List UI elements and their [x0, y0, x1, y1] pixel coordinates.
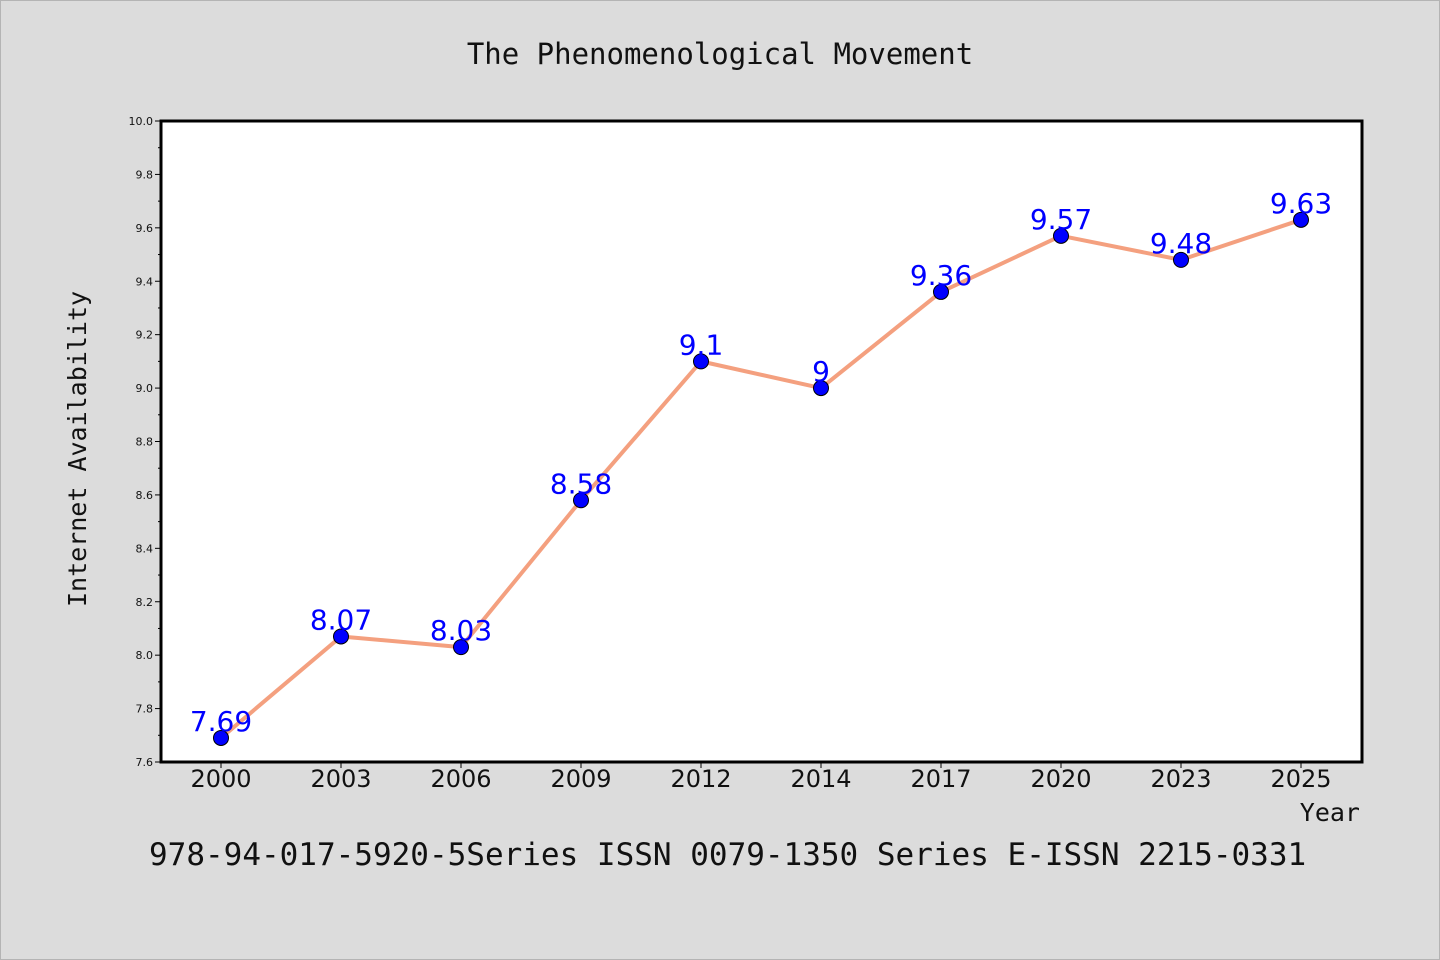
y-tick-label: 8.2	[136, 596, 154, 609]
series-line-group	[219, 217, 1302, 740]
plot-area	[159, 119, 1364, 764]
data-label: 9.1	[679, 328, 724, 361]
y-tick-label: 10.0	[129, 115, 154, 128]
data-point	[813, 380, 829, 397]
y-tick-label: 8.0	[136, 649, 154, 662]
data-point	[933, 283, 949, 300]
x-tick-label: 2000	[190, 765, 251, 793]
data-label: 9	[812, 355, 830, 388]
y-tick-label: 9.6	[136, 222, 154, 235]
data-point	[1293, 211, 1309, 228]
series-line	[219, 217, 1302, 740]
footer-text: 978-94-017-5920-5Series ISSN 0079-1350 S…	[149, 837, 1306, 873]
data-point	[1053, 227, 1069, 244]
y-tick-label: 9.8	[136, 168, 154, 181]
x-tick-label: 2006	[430, 765, 491, 793]
y-axis-label: Internet Availability	[63, 291, 92, 607]
series-points-group	[213, 211, 1309, 746]
data-point	[333, 628, 349, 645]
data-label: 9.63	[1270, 187, 1332, 220]
x-tick-label: 2012	[670, 765, 731, 793]
y-tick-label: 9.2	[136, 329, 154, 342]
y-tick-label: 8.8	[136, 436, 154, 449]
data-point	[573, 492, 589, 509]
chart-title: The Phenomenological Movement	[467, 37, 973, 71]
data-label: 8.58	[550, 467, 612, 500]
data-point	[693, 353, 709, 370]
data-label: 7.69	[190, 705, 252, 738]
x-tick-label: 2023	[1150, 765, 1211, 793]
y-tick-label: 8.6	[136, 489, 154, 502]
x-tick-label: 2017	[910, 765, 971, 793]
y-tick-label: 9.0	[136, 382, 154, 395]
x-tick-label: 2020	[1030, 765, 1091, 793]
x-tick-label: 2009	[550, 765, 611, 793]
data-label: 9.36	[910, 259, 972, 292]
x-tick-label: 2025	[1270, 765, 1331, 793]
y-tick-label: 9.4	[136, 275, 154, 288]
data-label: 8.03	[430, 614, 492, 647]
data-label: 9.48	[1150, 227, 1212, 260]
x-tick-label: 2003	[310, 765, 371, 793]
y-tick-label: 7.6	[136, 756, 154, 769]
data-point	[453, 639, 469, 656]
y-axis: 7.6 7.8 8.0 8.2 8.4 8.6 8.8 9.0 9.2 9.4 9.6 9.8 10.0	[129, 115, 161, 769]
y-tick-label: 8.4	[136, 542, 154, 555]
x-tick-label: 2014	[790, 765, 851, 793]
y-tick-label: 7.8	[136, 703, 154, 716]
x-axis-label: Year	[1300, 798, 1360, 827]
data-point	[1173, 251, 1189, 268]
data-labels-group: 7.69 8.07 8.03 8.58 9.1 9 9.36 9.57 9.48 9.63	[190, 187, 1332, 738]
data-point	[213, 729, 229, 746]
data-label: 8.07	[310, 603, 372, 636]
x-axis: 2000 2003 2006 2009 2012 2014 2017 2020 2023 2025	[190, 762, 1332, 793]
data-label: 9.57	[1030, 203, 1092, 236]
